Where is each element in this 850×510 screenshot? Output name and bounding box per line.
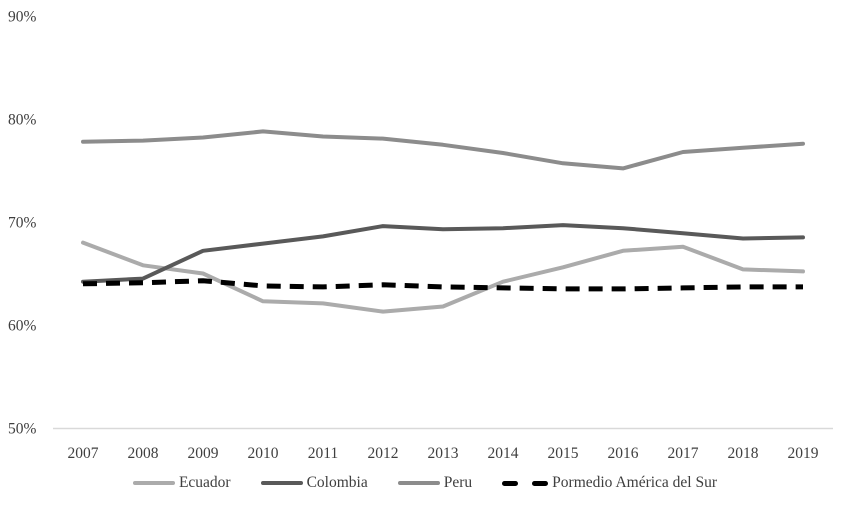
legend-item-peru: Peru (397, 474, 473, 492)
y-axis-tick-label: 90% (8, 9, 37, 26)
x-axis-tick-label: 2019 (788, 445, 819, 462)
x-axis-tick-label: 2013 (428, 445, 459, 462)
legend-item-colombia: Colombia (260, 474, 368, 492)
x-axis-tick-label: 2012 (368, 445, 399, 462)
y-axis-tick-label: 80% (8, 112, 37, 129)
legend-dash-segment (502, 480, 519, 486)
x-axis-tick-label: 2007 (68, 445, 99, 462)
y-axis-tick-label: 70% (8, 215, 37, 232)
x-axis-tick-label: 2011 (308, 445, 338, 462)
series-line-ecuador (81, 240, 805, 314)
legend-item-ecuador: Ecuador (132, 474, 231, 492)
x-axis-tick-label: 2015 (548, 445, 579, 462)
legend-label-ecuador: Ecuador (178, 474, 231, 491)
legend-swatch-ecuador (132, 481, 175, 485)
x-axis-tick-label: 2017 (668, 445, 699, 462)
x-axis-tick-label: 2010 (248, 445, 279, 462)
legend: Ecuador Colombia Peru Pormedio América del … (0, 474, 850, 492)
x-axis-tick-label: 2009 (188, 445, 219, 462)
legend-label-pormedio-ame-rica-del-sur: Pormedio América del Sur (552, 474, 718, 491)
legend-dash-segment (532, 480, 549, 486)
legend-swatch-colombia (260, 481, 303, 485)
x-axis-tick-label: 2008 (128, 445, 159, 462)
series-line-pormedio-ame-rica-del-sur (82, 278, 803, 292)
series-line-peru (81, 129, 805, 171)
legend-item-pormedio-ame-rica-del-sur: Pormedio América del Sur (502, 474, 717, 492)
y-axis-tick-label: 50% (8, 421, 37, 438)
legend-swatch-peru (397, 481, 440, 485)
legend-swatch-pormedio-ame-rica-del-sur (502, 480, 549, 486)
y-axis-tick-label: 60% (8, 318, 37, 335)
x-axis-tick-label: 2014 (488, 445, 519, 462)
series-line-colombia (81, 223, 805, 284)
legend-label-colombia: Colombia (306, 474, 368, 491)
x-axis-tick-label: 2016 (608, 445, 639, 462)
x-axis-tick-label: 2018 (728, 445, 759, 462)
legend-label-peru: Peru (443, 474, 473, 491)
